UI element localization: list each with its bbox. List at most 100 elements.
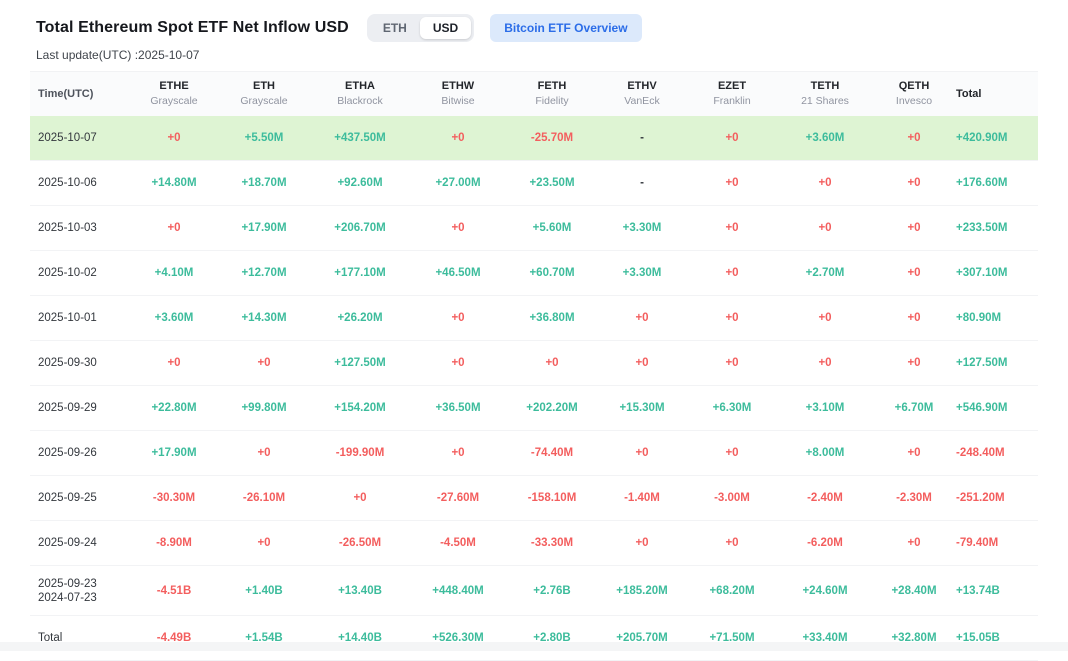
value-cell: -26.10M: [218, 475, 310, 521]
value-cell: +0: [778, 295, 872, 341]
last-update-label: Last update(UTC) :2025-10-07: [36, 48, 200, 62]
value-cell: +71.50M: [686, 615, 778, 661]
value-cell: -30.30M: [130, 475, 218, 521]
column-header-feth: FETH Fidelity: [506, 71, 598, 116]
value-cell: +15.05B: [956, 615, 1038, 661]
toggle-option-usd[interactable]: USD: [419, 17, 472, 39]
value-cell: +23.50M: [506, 160, 598, 206]
bitcoin-etf-overview-button[interactable]: Bitcoin ETF Overview: [490, 14, 642, 42]
value-cell: +526.30M: [410, 615, 506, 661]
currency-toggle: ETH USD: [366, 14, 475, 42]
value-cell: +0: [130, 115, 218, 161]
value-cell: +0: [872, 250, 956, 296]
value-cell: +33.40M: [778, 615, 872, 661]
value-cell: +0: [872, 115, 956, 161]
value-cell: -26.50M: [310, 520, 410, 566]
value-cell: +99.80M: [218, 385, 310, 431]
value-cell: +0: [218, 520, 310, 566]
value-cell: +0: [872, 430, 956, 476]
value-cell: +36.50M: [410, 385, 506, 431]
table-row: 2025-09-24 -8.90M +0 -26.50M -4.50M -33.30M +0…: [30, 520, 1038, 566]
date-cell: Total: [30, 615, 130, 661]
value-cell: +206.70M: [310, 205, 410, 251]
value-cell: +177.10M: [310, 250, 410, 296]
table-row: 2025-10-07 +0 +5.50M +437.50M +0 -25.70M - +0 +3…: [30, 115, 1038, 161]
value-cell: +0: [598, 295, 686, 341]
column-header-time: Time(UTC): [30, 71, 130, 116]
date-cell: 2025-09-26: [30, 430, 130, 476]
date-cell: 2025-10-03: [30, 205, 130, 251]
date-cell: 2025-10-01: [30, 295, 130, 341]
value-cell: +202.20M: [506, 385, 598, 431]
value-cell: -4.49B: [130, 615, 218, 661]
value-cell: -: [598, 115, 686, 161]
value-cell: +0: [872, 295, 956, 341]
date-cell: 2025-10-07: [30, 115, 130, 161]
toggle-option-eth[interactable]: ETH: [382, 21, 407, 35]
value-cell: +17.90M: [130, 430, 218, 476]
page-title: Total Ethereum Spot ETF Net Inflow USD: [36, 19, 349, 36]
value-cell: +127.50M: [310, 340, 410, 386]
value-cell: +26.20M: [310, 295, 410, 341]
value-cell: +5.50M: [218, 115, 310, 161]
value-cell: -27.60M: [410, 475, 506, 521]
value-cell: +14.40B: [310, 615, 410, 661]
value-cell: -4.51B: [130, 565, 218, 616]
value-cell: -8.90M: [130, 520, 218, 566]
value-cell: +0: [410, 115, 506, 161]
total-row: Total -4.49B +1.54B +14.40B +526.30M +2.80B +2…: [30, 615, 1038, 661]
value-cell: -33.30M: [506, 520, 598, 566]
value-cell: -: [598, 160, 686, 206]
value-cell: +22.80M: [130, 385, 218, 431]
value-cell: +448.40M: [410, 565, 506, 616]
column-header-qeth: QETH Invesco: [872, 71, 956, 116]
value-cell: +0: [310, 475, 410, 521]
value-cell: +2.76B: [506, 565, 598, 616]
value-cell: -199.90M: [310, 430, 410, 476]
column-header-etha: ETHA Blackrock: [310, 71, 410, 116]
value-cell: +28.40M: [872, 565, 956, 616]
value-cell: +233.50M: [956, 205, 1038, 251]
value-cell: +307.10M: [956, 250, 1038, 296]
value-cell: +0: [598, 430, 686, 476]
value-cell: +0: [686, 160, 778, 206]
value-cell: -4.50M: [410, 520, 506, 566]
value-cell: +14.30M: [218, 295, 310, 341]
value-cell: +176.60M: [956, 160, 1038, 206]
value-cell: +4.10M: [130, 250, 218, 296]
table-row: 2025-10-02 +4.10M +12.70M +177.10M +46.50M +6…: [30, 250, 1038, 296]
value-cell: +0: [872, 205, 956, 251]
table-row: 2025-09-25 -30.30M -26.10M +0 -27.60M -158.10…: [30, 475, 1038, 521]
value-cell: -2.30M: [872, 475, 956, 521]
value-cell: +205.70M: [598, 615, 686, 661]
value-cell: +420.90M: [956, 115, 1038, 161]
value-cell: +0: [410, 295, 506, 341]
value-cell: +0: [778, 160, 872, 206]
value-cell: +0: [686, 115, 778, 161]
table-row: 2025-09-26 +17.90M +0 -199.90M +0 -74.40M +0 +0…: [30, 430, 1038, 476]
value-cell: +12.70M: [218, 250, 310, 296]
value-cell: -3.00M: [686, 475, 778, 521]
table-row: 2025-10-01 +3.60M +14.30M +26.20M +0 +36.80M +…: [30, 295, 1038, 341]
value-cell: +0: [410, 340, 506, 386]
value-cell: +5.60M: [506, 205, 598, 251]
value-cell: +46.50M: [410, 250, 506, 296]
value-cell: +0: [130, 340, 218, 386]
date-cell: 2025-09-30: [30, 340, 130, 386]
value-cell: +27.00M: [410, 160, 506, 206]
value-cell: -25.70M: [506, 115, 598, 161]
value-cell: +0: [686, 205, 778, 251]
column-header-ethe: ETHE Grayscale: [130, 71, 218, 116]
value-cell: +3.60M: [130, 295, 218, 341]
value-cell: +127.50M: [956, 340, 1038, 386]
value-cell: +6.70M: [872, 385, 956, 431]
table-row: 2025-09-23 2024-07-23 -4.51B +1.40B +13.40B +…: [30, 565, 1038, 616]
column-header-teth: TETH 21 Shares: [778, 71, 872, 116]
value-cell: +0: [598, 520, 686, 566]
value-cell: +3.10M: [778, 385, 872, 431]
value-cell: +2.80B: [506, 615, 598, 661]
value-cell: +0: [686, 430, 778, 476]
value-cell: +0: [686, 340, 778, 386]
date-cell: 2025-10-06: [30, 160, 130, 206]
value-cell: +0: [872, 520, 956, 566]
